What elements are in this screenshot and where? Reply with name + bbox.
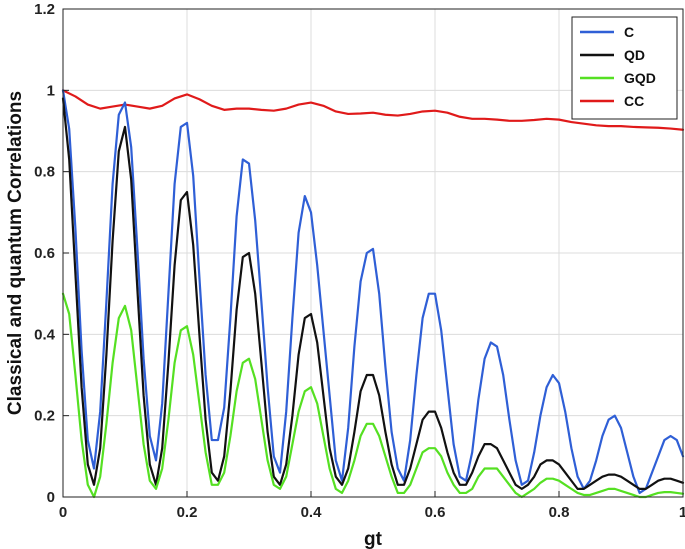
y-axis-label: Classical and quantum Correlations [5, 91, 26, 415]
legend-label-qd: QD [624, 47, 645, 63]
x-axis-label: gt [364, 529, 383, 549]
y-tick-label: 0.6 [34, 245, 55, 262]
legend: C QD GQD CC [571, 16, 678, 120]
y-tick-label: 1 [47, 82, 55, 99]
x-tick-label: 0.4 [301, 504, 323, 521]
legend-label-gqd: GQD [624, 70, 656, 86]
y-tick-label: 0 [47, 489, 55, 506]
y-tick-label: 0.8 [34, 164, 55, 181]
legend-label-c: C [624, 24, 634, 40]
y-tick-label: 0.2 [34, 408, 55, 425]
series-line-gqd [61, 292, 685, 499]
plot-lines [61, 89, 685, 499]
x-tick-label: 0.2 [177, 504, 198, 521]
x-tick-label: 1 [679, 504, 685, 521]
y-tick-label: 0.4 [34, 326, 56, 343]
legend-label-cc: CC [624, 93, 644, 109]
series-line-cc [61, 89, 685, 131]
series-line-qd [61, 97, 685, 490]
axis-ticks: 0 0.2 0.4 0.6 0.8 1 0 0.2 0.4 0.6 0.8 1 1.2 [34, 1, 685, 521]
x-tick-label: 0 [59, 504, 67, 521]
y-tick-label: 1.2 [34, 1, 55, 18]
series-line-c [61, 89, 685, 495]
x-tick-label: 0.8 [549, 504, 570, 521]
x-tick-label: 0.6 [425, 504, 446, 521]
